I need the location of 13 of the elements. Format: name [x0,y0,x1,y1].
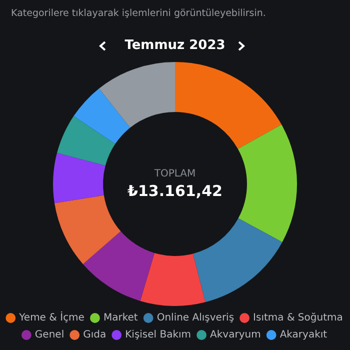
legend-label: Akvaryum [210,330,261,341]
legend-label: Market [103,312,138,324]
legend-label: Isıtma & Soğutma [253,312,343,324]
legend-label: Online Alışveriş [156,312,234,324]
legend-label: Akaryakıt [280,330,328,341]
legend-label: Yeme & İçme [18,310,84,324]
chart-subtitle: Kategorilere tıklayarak işlemlerini görüntüleyebilirsin. [11,8,266,19]
text: ₺13.161,42 [128,182,222,200]
text: TOPLAM [153,168,196,180]
legend-label: Kişisel Bakım [125,330,192,341]
chart-title: Temmuz 2023 [124,38,226,53]
legend-label: Genel [34,330,64,341]
legend-label: Gıda [83,330,106,341]
